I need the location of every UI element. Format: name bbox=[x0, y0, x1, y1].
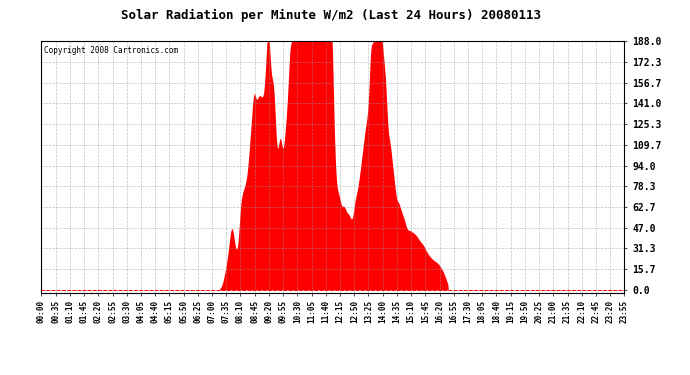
Text: Copyright 2008 Cartronics.com: Copyright 2008 Cartronics.com bbox=[44, 46, 179, 55]
Text: Solar Radiation per Minute W/m2 (Last 24 Hours) 20080113: Solar Radiation per Minute W/m2 (Last 24… bbox=[121, 9, 541, 22]
